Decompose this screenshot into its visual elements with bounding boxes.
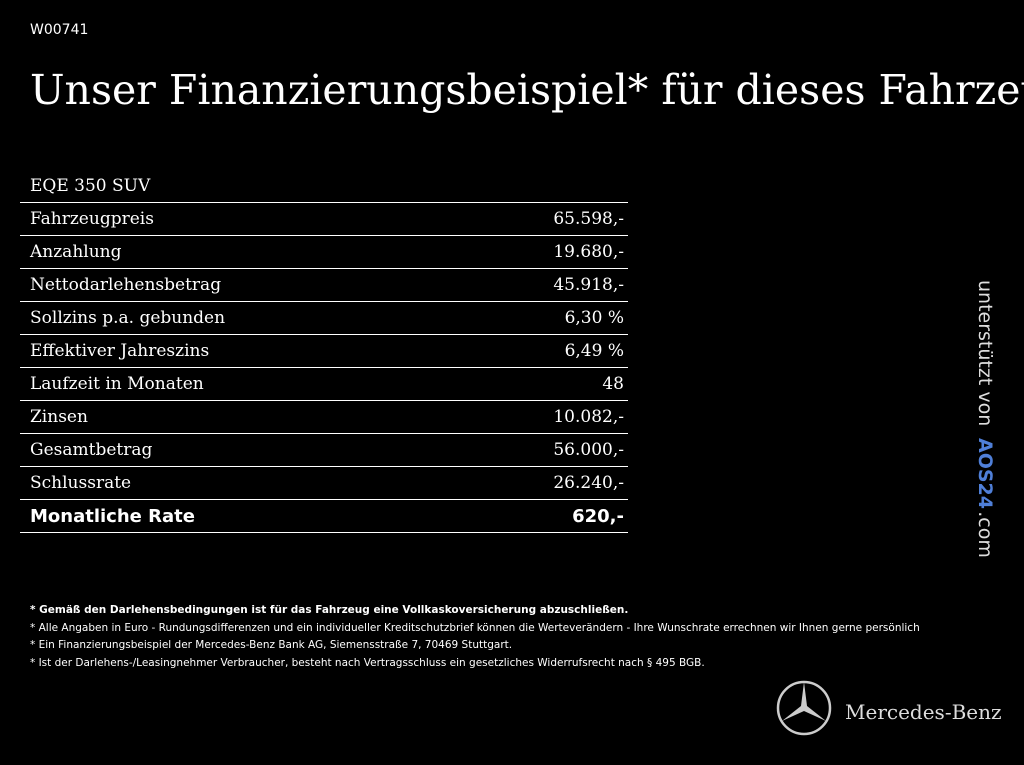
table-row: Nettodarlehensbetrag 45.918,-	[20, 269, 628, 302]
footnote: * Ein Finanzierungsbeispiel der Mercedes…	[30, 639, 513, 651]
row-label: Anzahlung	[30, 242, 122, 262]
row-value: 6,49 %	[564, 341, 624, 361]
row-label: Effektiver Jahreszins	[30, 341, 210, 361]
row-label: Monatliche Rate	[30, 505, 195, 527]
table-row: Schlussrate 26.240,-	[20, 467, 628, 500]
row-value: 56.000,-	[553, 440, 624, 460]
row-value: 10.082,-	[553, 407, 624, 427]
row-value: 19.680,-	[553, 242, 624, 262]
table-row: Sollzins p.a. gebunden 6,30 %	[20, 302, 628, 335]
table-row: Laufzeit in Monaten 48	[20, 368, 628, 401]
table-row: Monatliche Rate 620,-	[20, 500, 628, 533]
row-label: Laufzeit in Monaten	[30, 374, 204, 394]
row-label: Gesamtbetrag	[30, 440, 153, 460]
row-label: Zinsen	[30, 407, 88, 427]
sponsor-suffix: .com	[974, 511, 996, 558]
row-value: 26.240,-	[553, 473, 624, 493]
logo-name: Mercedes-Benz	[845, 700, 1002, 724]
sponsor: unterstützt von AOS24.com	[974, 280, 996, 558]
table-row: Fahrzeugpreis 65.598,-	[20, 203, 628, 236]
sponsor-prefix: unterstützt von	[974, 280, 996, 427]
logo-star	[776, 680, 832, 736]
row-value: 48	[602, 374, 624, 394]
table-row: Effektiver Jahreszins 6,49 %	[20, 335, 628, 368]
table-row: Zinsen 10.082,-	[20, 401, 628, 434]
finance-table: EQE 350 SUV Fahrzeugpreis 65.598,- Anzahlu…	[20, 170, 628, 533]
row-value: 620,-	[572, 505, 624, 527]
footnote: * Gemäß den Darlehensbedingungen ist für…	[30, 604, 629, 616]
row-label: Fahrzeugpreis	[30, 209, 154, 229]
row-value: 65.598,-	[553, 209, 624, 229]
footnotes: * Gemäß den Darlehensbedingungen ist für…	[30, 602, 920, 672]
row-value: 6,30 %	[564, 308, 624, 328]
sponsor-brand: AOS24	[974, 438, 996, 510]
title: Unser Finanzierungsbeispiel* für dieses …	[30, 66, 1024, 114]
row-label: Schlussrate	[30, 473, 132, 493]
row-label: Nettodarlehensbetrag	[30, 275, 222, 295]
footnote: * Ist der Darlehens-/Leasingnehmer Verbr…	[30, 656, 705, 669]
footnote: * Alle Angaben in Euro - Rundungsdiffere…	[30, 621, 920, 634]
row-value: 45.918,-	[553, 275, 624, 295]
code: W00741	[30, 22, 89, 38]
table-row: Anzahlung 19.680,-	[20, 236, 628, 269]
table-row: Gesamtbetrag 56.000,-	[20, 434, 628, 467]
table-heading: EQE 350 SUV	[20, 170, 628, 203]
row-label: Sollzins p.a. gebunden	[30, 308, 226, 328]
